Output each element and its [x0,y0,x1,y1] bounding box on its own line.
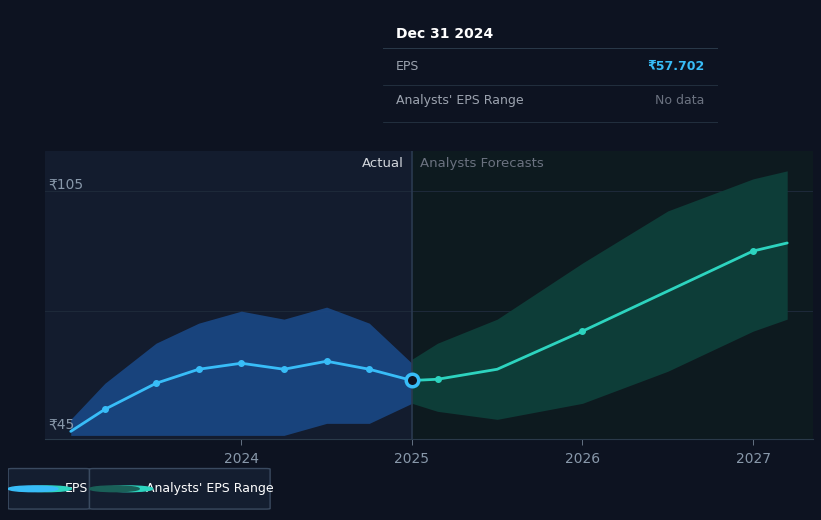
Text: ₹105: ₹105 [48,177,84,191]
Circle shape [103,486,153,492]
Text: Dec 31 2024: Dec 31 2024 [396,28,493,42]
FancyBboxPatch shape [8,469,89,509]
Bar [412,151,813,439]
FancyBboxPatch shape [89,469,270,509]
Text: EPS: EPS [65,483,88,495]
Circle shape [89,486,140,492]
Circle shape [22,486,71,492]
Text: EPS: EPS [396,60,420,73]
Text: ₹45: ₹45 [48,418,75,432]
Text: Analysts' EPS Range: Analysts' EPS Range [396,94,524,107]
Text: ₹57.702: ₹57.702 [647,60,704,73]
Text: Actual: Actual [361,157,403,170]
Text: Analysts' EPS Range: Analysts' EPS Range [146,483,273,495]
Bar [45,151,412,439]
Text: No data: No data [655,94,704,107]
Text: Analysts Forecasts: Analysts Forecasts [420,157,544,170]
Circle shape [8,486,57,492]
